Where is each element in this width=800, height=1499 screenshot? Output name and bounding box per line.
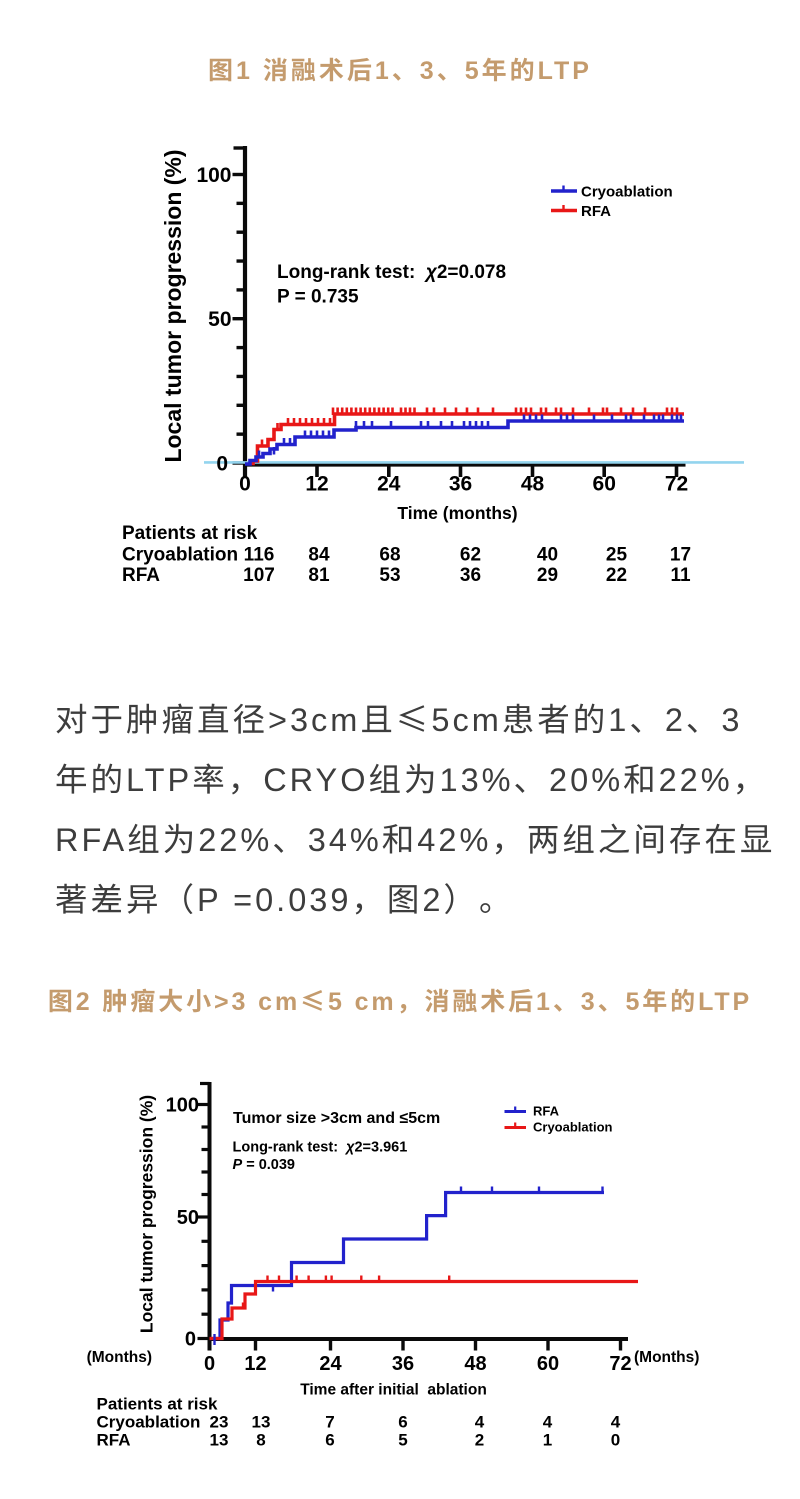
svg-text:4: 4 [611, 1413, 621, 1432]
svg-text:107: 107 [243, 565, 275, 586]
svg-text:Local tumor progression (%): Local tumor progression (%) [160, 149, 186, 462]
svg-text:100: 100 [196, 164, 231, 187]
svg-text:Time (months): Time (months) [397, 503, 517, 523]
svg-text:116: 116 [244, 545, 275, 566]
svg-text:6: 6 [325, 1431, 334, 1450]
svg-text:Cryoablation: Cryoablation [533, 1120, 613, 1135]
svg-text:29: 29 [537, 565, 558, 586]
svg-text:6: 6 [398, 1413, 407, 1432]
svg-text:RFA: RFA [97, 1431, 131, 1450]
svg-text:17: 17 [670, 545, 691, 566]
svg-text:Cryoablation: Cryoablation [97, 1413, 201, 1432]
svg-text:4: 4 [475, 1413, 485, 1432]
svg-text:P = 0.735: P = 0.735 [277, 287, 359, 308]
svg-text:81: 81 [308, 565, 330, 586]
svg-text:0: 0 [239, 473, 251, 496]
svg-text:Long-rank test: χ2=3.961: Long-rank test: χ2=3.961 [233, 1140, 408, 1156]
svg-text:RFA: RFA [533, 1104, 560, 1119]
svg-text:24: 24 [319, 1353, 342, 1375]
svg-text:(Months): (Months) [87, 1349, 152, 1366]
svg-text:Patients at risk: Patients at risk [97, 1395, 218, 1414]
svg-text:84: 84 [308, 545, 330, 566]
svg-text:50: 50 [208, 308, 231, 331]
svg-text:48: 48 [464, 1353, 486, 1375]
svg-text:48: 48 [521, 473, 545, 496]
svg-text:(Months): (Months) [634, 1349, 699, 1366]
svg-text:Cryoablation: Cryoablation [581, 184, 673, 201]
svg-text:4: 4 [543, 1413, 553, 1432]
svg-text:11: 11 [670, 565, 691, 586]
svg-text:8: 8 [256, 1431, 265, 1450]
svg-text:72: 72 [609, 1353, 631, 1375]
svg-text:0: 0 [185, 1329, 196, 1351]
svg-text:0: 0 [216, 453, 228, 476]
svg-text:2: 2 [475, 1431, 484, 1450]
svg-text:100: 100 [166, 1095, 199, 1117]
svg-text:Time after initial ablation: Time after initial ablation [300, 1382, 487, 1399]
svg-text:36: 36 [392, 1353, 414, 1375]
svg-text:40: 40 [537, 545, 558, 566]
svg-text:25: 25 [606, 545, 628, 566]
svg-text:RFA: RFA [122, 565, 160, 586]
svg-text:24: 24 [377, 473, 401, 496]
svg-text:72: 72 [665, 473, 688, 496]
svg-text:1: 1 [543, 1431, 552, 1450]
svg-text:60: 60 [593, 473, 616, 496]
svg-text:36: 36 [460, 565, 481, 586]
svg-text:0: 0 [204, 1353, 215, 1375]
svg-text:RFA: RFA [581, 203, 611, 220]
svg-text:Tumor size >3cm and ≤5cm: Tumor size >3cm and ≤5cm [233, 1110, 440, 1127]
svg-text:Local tumor progression (%): Local tumor progression (%) [137, 1095, 157, 1333]
svg-text:60: 60 [537, 1353, 559, 1375]
svg-text:5: 5 [398, 1431, 407, 1450]
svg-text:12: 12 [244, 1353, 266, 1375]
svg-text:36: 36 [449, 473, 472, 496]
svg-text:0: 0 [611, 1431, 620, 1450]
svg-text:50: 50 [177, 1207, 199, 1229]
svg-text:22: 22 [606, 565, 627, 586]
svg-text:23: 23 [210, 1413, 229, 1432]
svg-text:Patients at risk: Patients at risk [122, 523, 258, 544]
svg-text:53: 53 [379, 565, 400, 586]
svg-text:12: 12 [305, 473, 328, 496]
svg-text:62: 62 [460, 545, 481, 566]
svg-text:P = 0.039: P = 0.039 [233, 1157, 295, 1173]
svg-text:7: 7 [325, 1413, 334, 1432]
svg-text:13: 13 [210, 1431, 229, 1450]
svg-text:68: 68 [379, 545, 400, 566]
svg-text:Cryoablation: Cryoablation [122, 545, 238, 566]
svg-text:13: 13 [252, 1413, 271, 1432]
svg-text:Long-rank test: χ2=0.078: Long-rank test: χ2=0.078 [277, 262, 506, 283]
